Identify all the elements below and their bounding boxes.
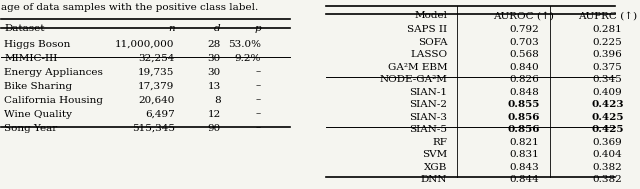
- Text: 0.856: 0.856: [508, 113, 540, 122]
- Text: 6,497: 6,497: [145, 110, 175, 119]
- Text: 13: 13: [207, 82, 221, 91]
- Text: –: –: [256, 68, 261, 77]
- Text: NODE-GA²M: NODE-GA²M: [380, 75, 447, 84]
- Text: GA²M EBM: GA²M EBM: [388, 63, 447, 72]
- Text: 0.423: 0.423: [591, 100, 624, 109]
- Text: DNN: DNN: [420, 175, 447, 184]
- Text: AUPRC (↑): AUPRC (↑): [578, 12, 637, 20]
- Text: 0.855: 0.855: [508, 100, 540, 109]
- Text: XGB: XGB: [424, 163, 447, 172]
- Text: 0.856: 0.856: [508, 125, 540, 134]
- Text: Model: Model: [414, 12, 447, 20]
- Text: RF: RF: [433, 138, 447, 147]
- Text: 0.703: 0.703: [509, 38, 539, 47]
- Text: 0.425: 0.425: [591, 125, 624, 134]
- Text: 30: 30: [207, 68, 221, 77]
- Text: p: p: [255, 24, 261, 33]
- Text: 32,254: 32,254: [138, 54, 175, 63]
- Text: 0.840: 0.840: [509, 63, 539, 72]
- Text: 0.792: 0.792: [509, 25, 539, 34]
- Text: –: –: [256, 96, 261, 105]
- Text: 20,640: 20,640: [138, 96, 175, 105]
- Text: SIAN-5: SIAN-5: [409, 125, 447, 134]
- Text: 0.831: 0.831: [509, 150, 539, 159]
- Text: Dataset: Dataset: [4, 24, 45, 33]
- Text: 0.848: 0.848: [509, 88, 539, 97]
- Text: n: n: [168, 24, 175, 33]
- Text: 0.382: 0.382: [593, 163, 622, 172]
- Text: SIAN-3: SIAN-3: [409, 113, 447, 122]
- Text: 0.375: 0.375: [593, 63, 622, 72]
- Text: 0.826: 0.826: [509, 75, 539, 84]
- Text: 0.382: 0.382: [593, 175, 622, 184]
- Text: SOFA: SOFA: [418, 38, 447, 47]
- Text: Bike Sharing: Bike Sharing: [4, 82, 72, 91]
- Text: SIAN-1: SIAN-1: [409, 88, 447, 97]
- Text: –: –: [256, 124, 261, 133]
- Text: 11,000,000: 11,000,000: [115, 40, 175, 49]
- Text: d: d: [214, 24, 221, 33]
- Text: Energy Appliances: Energy Appliances: [4, 68, 103, 77]
- Text: 0.425: 0.425: [591, 113, 624, 122]
- Text: 17,379: 17,379: [138, 82, 175, 91]
- Text: 28: 28: [207, 40, 221, 49]
- Text: 9.2%: 9.2%: [235, 54, 261, 63]
- Text: 30: 30: [207, 54, 221, 63]
- Text: Higgs Boson: Higgs Boson: [4, 40, 70, 49]
- Text: 0.281: 0.281: [593, 25, 622, 34]
- Text: Wine Quality: Wine Quality: [4, 110, 72, 119]
- Text: –: –: [256, 82, 261, 91]
- Text: 8: 8: [214, 96, 221, 105]
- Text: 515,345: 515,345: [132, 124, 175, 133]
- Text: 0.345: 0.345: [593, 75, 622, 84]
- Text: California Housing: California Housing: [4, 96, 103, 105]
- Text: SIAN-2: SIAN-2: [409, 100, 447, 109]
- Text: 0.568: 0.568: [509, 50, 539, 59]
- Text: 0.404: 0.404: [593, 150, 622, 159]
- Text: SVM: SVM: [422, 150, 447, 159]
- Text: LASSO: LASSO: [410, 50, 447, 59]
- Text: 0.409: 0.409: [593, 88, 622, 97]
- Text: 0.396: 0.396: [593, 50, 622, 59]
- Text: –: –: [256, 110, 261, 119]
- Text: 0.843: 0.843: [509, 163, 539, 172]
- Text: Song Year: Song Year: [4, 124, 58, 133]
- Text: age of data samples with the positive class label.: age of data samples with the positive cl…: [1, 3, 259, 12]
- Text: MIMIC-III: MIMIC-III: [4, 54, 58, 63]
- Text: AUROC (↑): AUROC (↑): [493, 12, 554, 20]
- Text: 0.225: 0.225: [593, 38, 622, 47]
- Text: 53.0%: 53.0%: [228, 40, 261, 49]
- Text: 0.369: 0.369: [593, 138, 622, 147]
- Text: 0.821: 0.821: [509, 138, 539, 147]
- Text: 12: 12: [207, 110, 221, 119]
- Text: 0.844: 0.844: [509, 175, 539, 184]
- Text: 90: 90: [207, 124, 221, 133]
- Text: SAPS II: SAPS II: [407, 25, 447, 34]
- Text: 19,735: 19,735: [138, 68, 175, 77]
